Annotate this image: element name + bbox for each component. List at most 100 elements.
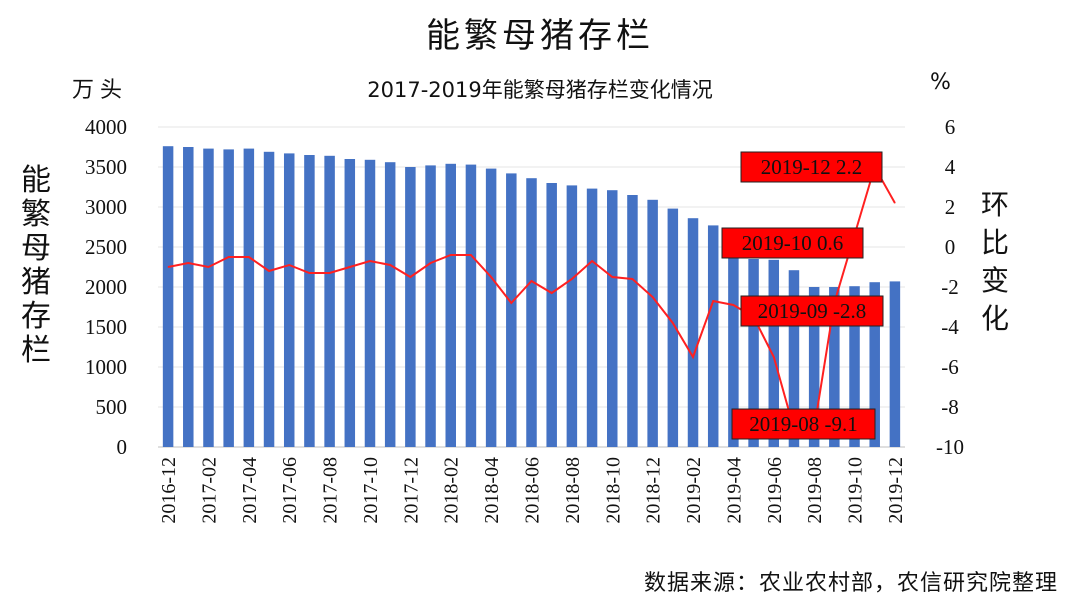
bar (627, 195, 638, 447)
x-tick-label: 2016-12 (158, 457, 180, 524)
annotation-box (740, 151, 883, 183)
line-point (268, 270, 270, 272)
line-point (389, 264, 391, 266)
bar (869, 282, 880, 447)
line-point (591, 260, 593, 262)
line-point (531, 280, 532, 282)
y2-tick-label: 6 (945, 115, 956, 139)
x-tick-label: 2018-08 (562, 457, 584, 524)
y2-tick-label: -6 (941, 355, 959, 379)
bar (546, 183, 557, 447)
annotation-label: 2019-10 0.6 (742, 231, 844, 255)
y-tick-label: 500 (96, 395, 128, 419)
x-tick-label: 2017-10 (360, 457, 382, 524)
x-tick-label: 2018-02 (441, 457, 463, 524)
bar (586, 188, 598, 447)
line-point (248, 256, 250, 258)
x-axis-ticks: 2016-12 2017-02 2017-04 2017-06 2017-08 2017-… (158, 457, 907, 524)
y-tick-label: 1500 (85, 315, 127, 339)
bar (829, 287, 840, 447)
bar (566, 185, 578, 447)
bar (687, 218, 699, 447)
y2-tick-label: -10 (936, 435, 964, 459)
line-point (349, 266, 351, 268)
bar (506, 173, 517, 447)
annotation-label: 2019-09 -2.8 (758, 299, 867, 323)
y2-tick-label: 0 (945, 235, 956, 259)
bar (889, 281, 901, 447)
bar (667, 208, 679, 447)
line-point (773, 356, 775, 358)
y-tick-label: 2000 (85, 275, 127, 299)
x-tick-label: 2019-08 (804, 457, 826, 524)
line-point (288, 264, 290, 266)
x-tick-label: 2019-02 (683, 457, 705, 524)
bar (162, 146, 174, 447)
x-tick-label: 2017-06 (279, 457, 301, 524)
line-point (450, 254, 452, 256)
y2-tick-label: -2 (941, 275, 959, 299)
x-tick-label: 2018-10 (602, 457, 624, 524)
bar (384, 162, 396, 447)
bar (748, 259, 759, 447)
bar (324, 155, 335, 448)
annotation-label: 2019-08 -9.1 (749, 412, 858, 436)
x-tick-label: 2019-06 (764, 457, 786, 524)
bar (304, 155, 315, 447)
line-point (652, 296, 654, 298)
left-axis-label: 能繁母猪存栏 (21, 163, 51, 368)
bar (364, 159, 376, 448)
line-point (712, 300, 714, 302)
right-axis-unit: % (930, 70, 951, 95)
page-title: 能繁母猪存栏 (426, 16, 654, 56)
bar (849, 286, 860, 447)
bar (728, 247, 739, 447)
line-point (187, 262, 189, 264)
bar (607, 190, 618, 447)
line-point (409, 276, 411, 278)
bar (243, 148, 255, 447)
line-point (672, 322, 674, 324)
bar (485, 168, 497, 447)
line-point (490, 276, 492, 278)
line-point (369, 260, 371, 262)
left-axis-ticks: 0 500 1000 1500 2000 2500 3000 3500 4000 (85, 115, 127, 459)
annotation-label: 2019-12 2.2 (761, 155, 863, 179)
bar-series (162, 146, 901, 448)
line-point (894, 202, 896, 204)
line-point (207, 266, 209, 268)
bar (647, 199, 658, 447)
bar (465, 164, 477, 447)
line-point (308, 272, 310, 274)
x-tick-label: 2018-12 (643, 457, 665, 524)
x-tick-label: 2017-04 (239, 457, 261, 524)
y-tick-label: 1000 (85, 355, 127, 379)
y2-tick-label: 4 (945, 155, 956, 179)
line-point (571, 278, 573, 280)
annotation-box (740, 295, 884, 327)
x-tick-label: 2017-08 (320, 457, 342, 524)
chart-title: 2017-2019年能繁母猪存栏变化情况 (367, 78, 713, 102)
annotation-box (731, 408, 876, 440)
bar (768, 259, 780, 447)
bar (445, 163, 456, 448)
bar (263, 151, 275, 448)
bar (203, 148, 214, 447)
x-tick-label: 2018-06 (522, 457, 544, 524)
left-axis-unit: 万头 (72, 78, 129, 103)
bar (223, 149, 234, 447)
x-tick-label: 2017-02 (198, 457, 220, 524)
line-point (470, 254, 472, 256)
right-axis-ticks: -10 -8 -6 -4 -2 0 2 4 6 (936, 115, 964, 459)
bar (526, 178, 537, 447)
bar (808, 287, 820, 447)
y-tick-label: 3500 (85, 155, 127, 179)
data-source: 数据来源：农业农村部，农信研究院整理 (643, 571, 1058, 596)
line-point (611, 276, 613, 278)
y-tick-label: 0 (117, 435, 128, 459)
line-point (167, 266, 169, 268)
y-tick-label: 2500 (85, 235, 127, 259)
line-point (551, 292, 553, 294)
y2-tick-label: -8 (941, 395, 959, 419)
